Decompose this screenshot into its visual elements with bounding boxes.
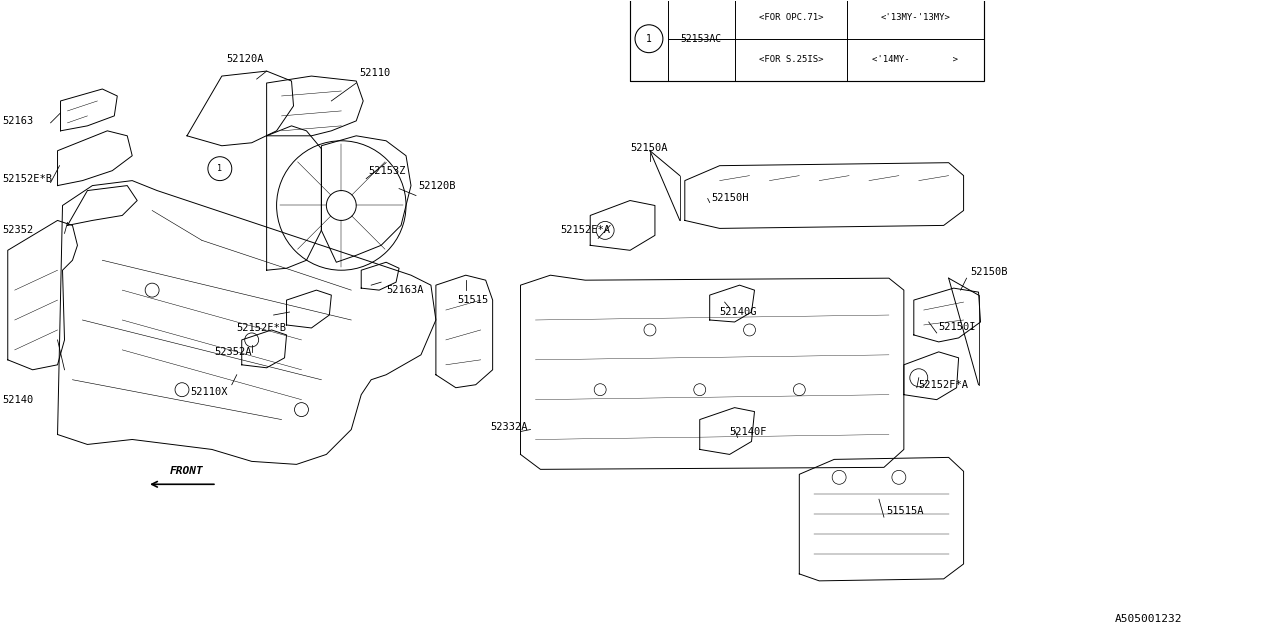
Text: 52140F: 52140F [730,426,767,436]
Text: 52150I: 52150I [938,322,977,332]
Text: 52152F*A: 52152F*A [919,380,969,390]
Text: 52120B: 52120B [419,180,456,191]
Text: <FOR S.25IS>: <FOR S.25IS> [759,56,823,65]
Text: 52140: 52140 [3,395,35,404]
Text: 52352: 52352 [3,225,35,236]
Text: <FOR OPC.71>: <FOR OPC.71> [759,13,823,22]
Text: 52163: 52163 [3,116,35,126]
Text: 52152F*B: 52152F*B [237,323,287,333]
Text: <'14MY-        >: <'14MY- > [872,56,959,65]
Bar [630,0,983,81]
Text: 52110X: 52110X [189,387,228,397]
Text: 1: 1 [218,164,223,173]
Text: 51515: 51515 [458,295,489,305]
Text: <'13MY-'13MY>: <'13MY-'13MY> [881,13,950,22]
Text: 52152E*B: 52152E*B [3,173,52,184]
Text: A505001232: A505001232 [1115,614,1183,623]
Text: 52110: 52110 [360,68,390,78]
Text: 52153AC: 52153AC [681,34,722,44]
Text: 52332A: 52332A [490,422,529,431]
Text: 52150B: 52150B [970,268,1009,277]
Text: 52140G: 52140G [719,307,758,317]
Text: 52352A: 52352A [214,347,251,357]
Text: FRONT: FRONT [170,467,204,476]
Text: 52150A: 52150A [630,143,668,153]
Text: 52153Z: 52153Z [369,166,406,175]
Text: 52163A: 52163A [387,285,424,295]
Text: 52150H: 52150H [712,193,749,202]
Text: 52120A: 52120A [227,54,264,64]
Text: 51515A: 51515A [886,506,923,516]
Text: 52152E*A: 52152E*A [561,225,611,236]
Text: 1: 1 [646,34,652,44]
